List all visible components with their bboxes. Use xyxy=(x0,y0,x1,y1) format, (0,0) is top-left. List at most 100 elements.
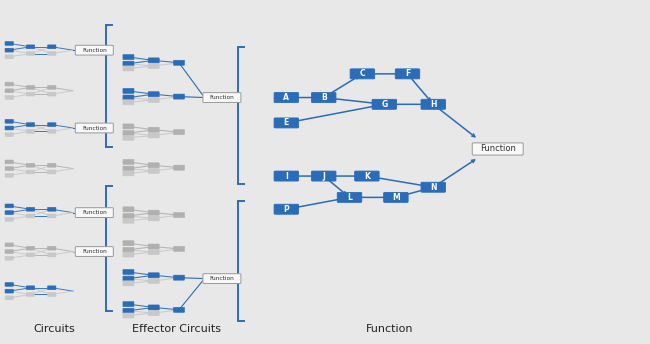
FancyBboxPatch shape xyxy=(123,171,134,176)
FancyBboxPatch shape xyxy=(47,292,56,297)
FancyBboxPatch shape xyxy=(337,192,362,202)
Text: Function: Function xyxy=(82,48,107,53)
FancyBboxPatch shape xyxy=(355,171,379,181)
Text: E: E xyxy=(283,118,289,127)
Text: Function: Function xyxy=(82,210,107,215)
FancyBboxPatch shape xyxy=(274,204,298,214)
FancyBboxPatch shape xyxy=(5,289,14,293)
FancyBboxPatch shape xyxy=(421,99,445,109)
FancyBboxPatch shape xyxy=(148,210,159,215)
FancyBboxPatch shape xyxy=(148,92,159,97)
FancyBboxPatch shape xyxy=(473,143,523,155)
FancyBboxPatch shape xyxy=(26,170,34,174)
Text: Function: Function xyxy=(209,95,234,100)
FancyBboxPatch shape xyxy=(203,274,241,283)
FancyBboxPatch shape xyxy=(5,96,14,99)
FancyBboxPatch shape xyxy=(26,86,34,89)
Text: C: C xyxy=(359,69,365,78)
Text: Function: Function xyxy=(82,249,107,254)
FancyBboxPatch shape xyxy=(148,97,159,103)
FancyBboxPatch shape xyxy=(75,123,113,133)
Text: N: N xyxy=(430,183,437,192)
FancyBboxPatch shape xyxy=(5,48,14,52)
FancyBboxPatch shape xyxy=(5,42,14,45)
FancyBboxPatch shape xyxy=(47,52,56,55)
Text: L: L xyxy=(347,193,352,202)
FancyBboxPatch shape xyxy=(174,307,185,312)
Text: K: K xyxy=(364,172,370,181)
FancyBboxPatch shape xyxy=(47,86,56,89)
FancyBboxPatch shape xyxy=(148,169,159,173)
FancyBboxPatch shape xyxy=(5,296,14,300)
FancyBboxPatch shape xyxy=(123,95,134,100)
FancyBboxPatch shape xyxy=(174,165,185,170)
FancyBboxPatch shape xyxy=(5,167,14,171)
Text: I: I xyxy=(285,172,288,181)
FancyBboxPatch shape xyxy=(123,214,134,218)
FancyBboxPatch shape xyxy=(5,282,14,286)
FancyBboxPatch shape xyxy=(148,133,159,138)
FancyBboxPatch shape xyxy=(274,93,298,103)
FancyBboxPatch shape xyxy=(5,204,14,208)
FancyBboxPatch shape xyxy=(123,247,134,252)
Text: H: H xyxy=(430,100,437,109)
FancyBboxPatch shape xyxy=(148,311,159,316)
FancyBboxPatch shape xyxy=(47,246,56,250)
FancyBboxPatch shape xyxy=(5,55,14,59)
Text: F: F xyxy=(405,69,410,78)
FancyBboxPatch shape xyxy=(47,286,56,290)
FancyBboxPatch shape xyxy=(123,241,134,246)
Text: P: P xyxy=(283,205,289,214)
FancyBboxPatch shape xyxy=(123,66,134,71)
FancyBboxPatch shape xyxy=(148,58,159,63)
FancyBboxPatch shape xyxy=(123,55,134,60)
FancyBboxPatch shape xyxy=(384,192,408,202)
FancyBboxPatch shape xyxy=(148,163,159,168)
FancyBboxPatch shape xyxy=(5,119,14,123)
FancyBboxPatch shape xyxy=(26,207,34,211)
FancyBboxPatch shape xyxy=(47,163,56,167)
FancyBboxPatch shape xyxy=(123,276,134,281)
FancyBboxPatch shape xyxy=(26,214,34,218)
FancyBboxPatch shape xyxy=(26,246,34,250)
FancyBboxPatch shape xyxy=(5,82,14,86)
FancyBboxPatch shape xyxy=(148,305,159,310)
FancyBboxPatch shape xyxy=(123,269,134,275)
FancyBboxPatch shape xyxy=(26,163,34,167)
FancyBboxPatch shape xyxy=(274,171,298,181)
FancyBboxPatch shape xyxy=(5,173,14,177)
Text: Circuits: Circuits xyxy=(33,324,75,334)
FancyBboxPatch shape xyxy=(26,92,34,96)
FancyBboxPatch shape xyxy=(123,281,134,286)
FancyBboxPatch shape xyxy=(123,308,134,313)
Text: G: G xyxy=(381,100,387,109)
FancyBboxPatch shape xyxy=(75,208,113,217)
Text: Function: Function xyxy=(82,126,107,130)
FancyBboxPatch shape xyxy=(123,135,134,140)
FancyBboxPatch shape xyxy=(148,127,159,132)
FancyBboxPatch shape xyxy=(47,129,56,133)
FancyBboxPatch shape xyxy=(26,286,34,290)
Text: Function: Function xyxy=(209,276,234,281)
FancyBboxPatch shape xyxy=(421,182,445,192)
FancyBboxPatch shape xyxy=(26,45,34,49)
FancyBboxPatch shape xyxy=(123,61,134,66)
FancyBboxPatch shape xyxy=(123,302,134,307)
FancyBboxPatch shape xyxy=(26,52,34,55)
FancyBboxPatch shape xyxy=(123,218,134,223)
Text: A: A xyxy=(283,93,289,102)
FancyBboxPatch shape xyxy=(26,253,34,257)
FancyBboxPatch shape xyxy=(5,89,14,93)
FancyBboxPatch shape xyxy=(5,217,14,221)
FancyBboxPatch shape xyxy=(5,250,14,254)
FancyBboxPatch shape xyxy=(5,126,14,130)
FancyBboxPatch shape xyxy=(148,250,159,255)
FancyBboxPatch shape xyxy=(148,244,159,249)
FancyBboxPatch shape xyxy=(148,273,159,278)
FancyBboxPatch shape xyxy=(123,100,134,105)
FancyBboxPatch shape xyxy=(350,69,374,79)
FancyBboxPatch shape xyxy=(274,118,298,128)
FancyBboxPatch shape xyxy=(5,243,14,247)
FancyBboxPatch shape xyxy=(47,214,56,218)
Text: J: J xyxy=(322,172,325,181)
